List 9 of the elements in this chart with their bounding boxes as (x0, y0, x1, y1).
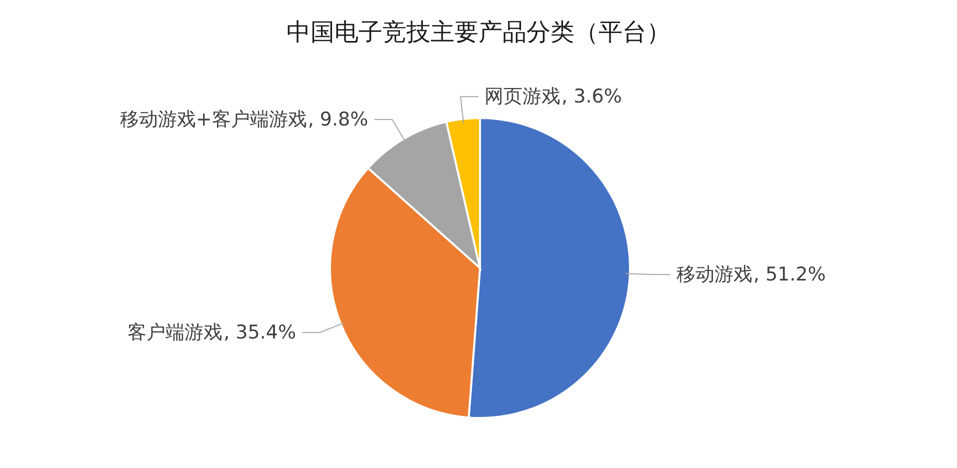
data-label: , 51.2% (753, 264, 826, 286)
slice-label: 移动游戏 (676, 264, 752, 286)
chart-title: 中国电子竞技主要产品分类（平台） (286, 18, 670, 46)
data-label: , 9.8% (308, 108, 368, 131)
data-label: , 3.6% (562, 86, 622, 108)
slice-label: 客户端游戏 (128, 322, 223, 344)
slice-label: 移动游戏+客户端游戏 (120, 108, 307, 131)
slice-label: 网页游戏 (484, 86, 561, 108)
data-label: , 35.4% (224, 322, 296, 344)
